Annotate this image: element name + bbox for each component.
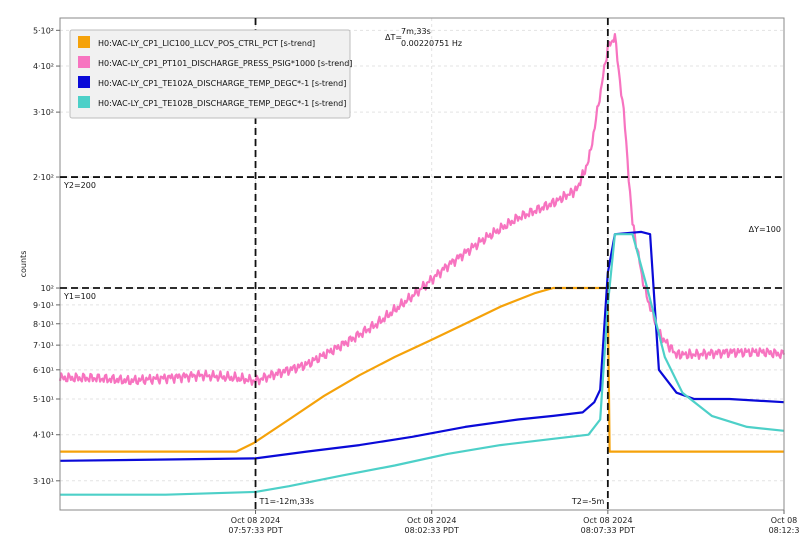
x-tick-label-time: 08:02:33 PDT bbox=[405, 526, 459, 535]
y-tick-label: 3·10¹ bbox=[33, 477, 54, 486]
legend-entry[interactable]: H0:VAC-LY_CP1_PT101_DISCHARGE_PRESS_PSIG… bbox=[98, 59, 352, 68]
y-axis-label: counts bbox=[19, 251, 28, 278]
x-cursor-label: T1=-12m,33s bbox=[259, 497, 314, 506]
y-tick-label: 6·10¹ bbox=[33, 366, 54, 375]
y-tick-label: 4·10² bbox=[33, 62, 54, 71]
y-tick-label: 5·10² bbox=[33, 26, 54, 35]
x-tick-label-date: Oct 08 2024 bbox=[407, 516, 456, 525]
y-tick-label: 3·10² bbox=[33, 108, 54, 117]
y-tick-label: 7·10¹ bbox=[33, 341, 54, 350]
series-line-3 bbox=[59, 230, 785, 462]
x-tick-label-time: 07:57:33 PDT bbox=[228, 526, 282, 535]
legend-entry[interactable]: H0:VAC-LY_CP1_TE102B_DISCHARGE_TEMP_DEGC… bbox=[98, 99, 346, 108]
y-tick-label: 5·10¹ bbox=[33, 395, 54, 404]
y-tick-label: 9·10¹ bbox=[33, 301, 54, 310]
x-cursor-label: T2=-5m bbox=[571, 497, 605, 506]
x-tick-label-date: Oct 08 2024 bbox=[231, 516, 280, 525]
legend[interactable]: H0:VAC-LY_CP1_LIC100_LLCV_POS_CTRL_PCT [… bbox=[69, 29, 352, 119]
y-tick-label: 10² bbox=[41, 284, 54, 293]
plot-frame bbox=[59, 17, 785, 511]
delta-t-frequency: 0.00220751 Hz bbox=[401, 39, 462, 48]
x-tick-label-time: 08:12:3 bbox=[769, 526, 800, 535]
x-tick-label-date: Oct 08 2024 bbox=[583, 516, 632, 525]
legend-swatch[interactable] bbox=[78, 36, 90, 48]
y-cursor-label: Y2=200 bbox=[63, 181, 96, 190]
delta-t-prefix: ΔT= bbox=[385, 33, 402, 42]
legend-swatch[interactable] bbox=[78, 56, 90, 68]
legend-swatch[interactable] bbox=[78, 96, 90, 108]
x-tick-label-date: Oct 08 bbox=[771, 516, 798, 525]
legend-entry[interactable]: H0:VAC-LY_CP1_LIC100_LLCV_POS_CTRL_PCT [… bbox=[98, 39, 315, 48]
series-line-2 bbox=[58, 32, 786, 386]
legend-entry[interactable]: H0:VAC-LY_CP1_TE102A_DISCHARGE_TEMP_DEGC… bbox=[98, 79, 346, 88]
y-cursor-label: Y1=100 bbox=[63, 292, 96, 301]
y-tick-label: 4·10¹ bbox=[33, 431, 54, 440]
y-tick-label: 8·10¹ bbox=[33, 320, 54, 329]
legend-box bbox=[69, 29, 351, 119]
series-layer bbox=[58, 32, 786, 496]
axes: 3·10¹ 4·10¹ 5·10¹ 6·10¹ 7·10¹ 8·10¹ 9·10¹ 10² 2·… bbox=[33, 17, 800, 535]
legend-swatch[interactable] bbox=[78, 76, 90, 88]
x-tick-label-time: 08:07:33 PDT bbox=[581, 526, 635, 535]
delta-y-label: ΔY=100 bbox=[749, 225, 781, 234]
series-line-4 bbox=[60, 233, 785, 496]
y-tick-label: 2·10² bbox=[33, 173, 54, 182]
delta-t-value: 7m,33s bbox=[401, 27, 431, 36]
